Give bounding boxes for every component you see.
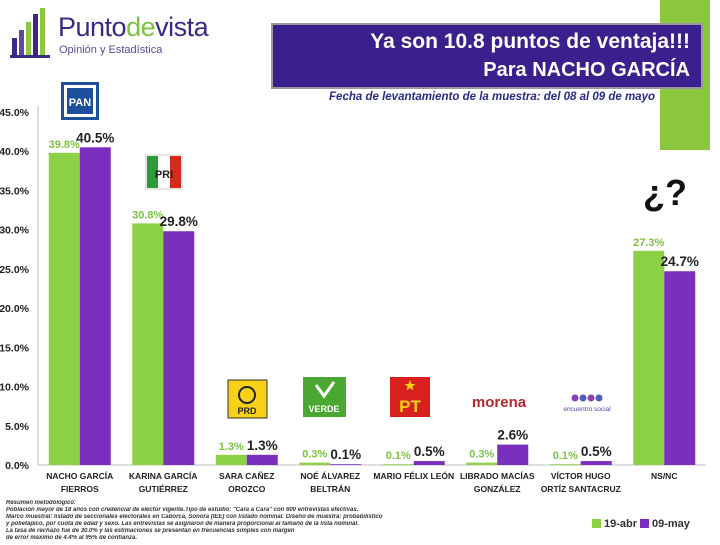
- y-tick-label: 10.0%: [0, 382, 30, 394]
- methodology-line: Resumen metodológico:: [6, 500, 77, 506]
- category-label: BELTRÁN: [310, 484, 350, 494]
- brand-logo-bars: [10, 8, 50, 58]
- methodology-line: de error máximo de 4.4% al 95% de confia…: [6, 535, 138, 541]
- legend-item-series-2: 09-may: [640, 518, 690, 530]
- survey-date: Fecha de levantamiento de la muestra: de…: [329, 91, 655, 103]
- category-label: GUTIÉRREZ: [139, 484, 188, 494]
- category-label: LIBRADO MACÍAS: [460, 471, 535, 481]
- prd-logo: PRD: [227, 379, 268, 419]
- y-tick-label: 15.0%: [0, 342, 30, 354]
- category-label: MARIO FÉLIX LEÓN: [373, 470, 454, 481]
- svg-text:morena: morena: [472, 394, 527, 411]
- svg-text:PRD: PRD: [237, 406, 257, 416]
- methodology-line: y polietápico, por cuota de edad y sexo.…: [6, 521, 359, 527]
- bar-series-2: [580, 461, 612, 465]
- bar-series-2: [413, 461, 445, 465]
- pt-logo: PT: [390, 377, 430, 417]
- bar-series-2: [246, 454, 278, 465]
- data-label: 1.3%: [247, 438, 278, 453]
- headline-banner: [271, 23, 703, 89]
- bar-series-1: [299, 462, 331, 465]
- data-label: 0.3%: [469, 449, 494, 461]
- category-label: NACHO GARCÍA: [46, 471, 113, 481]
- bar-series-2: [79, 147, 111, 466]
- category-label: OROZCO: [228, 484, 266, 494]
- data-label: 0.1%: [330, 447, 361, 462]
- data-label: 0.5%: [414, 444, 445, 459]
- bar-series-2: [330, 464, 362, 465]
- bar-series-1: [132, 223, 164, 465]
- category-label: KARINA GARCÍA: [129, 471, 198, 481]
- encuentro-social-logo: encuentro social: [563, 394, 611, 413]
- unknown-question-mark: ¿?: [643, 172, 687, 213]
- category-label: VÍCTOR HUGO: [551, 471, 611, 481]
- y-tick-label: 35.0%: [0, 185, 30, 197]
- y-tick-label: 30.0%: [0, 225, 30, 237]
- pri-logo: PRI: [145, 154, 183, 190]
- data-label: 2.6%: [497, 428, 528, 443]
- bar-series-1: [633, 250, 665, 465]
- data-label: 40.5%: [76, 130, 114, 145]
- morena-logo: morena: [472, 394, 527, 411]
- bar-series-2: [163, 231, 195, 465]
- y-tick-label: 20.0%: [0, 303, 30, 315]
- category-label: NS/NC: [651, 471, 677, 481]
- brand-name: Puntodevista: [58, 12, 209, 42]
- svg-text:PT: PT: [399, 397, 421, 416]
- legend-item-series-1: 19-abr: [592, 518, 637, 530]
- bar-series-1: [549, 464, 581, 465]
- category-label: GONZÁLEZ: [474, 484, 521, 494]
- bar-series-1: [48, 152, 80, 465]
- svg-text:PRI: PRI: [155, 169, 173, 181]
- bar-series-1: [382, 464, 414, 465]
- data-label: 30.8%: [132, 209, 163, 221]
- pan-logo: PAN: [61, 82, 99, 120]
- verde-logo: VERDE: [303, 377, 346, 417]
- headline-line-1: Ya son 10.8 puntos de ventaja!!!: [370, 30, 690, 53]
- methodology-note: Resumen metodológico: Población mayor de…: [6, 500, 576, 542]
- data-label: 1.3%: [219, 441, 244, 453]
- legend-swatch: [640, 519, 649, 528]
- bar-series-1: [466, 462, 498, 465]
- headline-line-2: Para NACHO GARCÍA: [483, 59, 690, 81]
- svg-text:encuentro social: encuentro social: [563, 406, 611, 413]
- y-tick-label: 45.0%: [0, 107, 30, 119]
- data-label: 0.1%: [553, 450, 578, 462]
- party-logos: PAN PRI PRD VERDE PT more: [61, 82, 611, 419]
- data-label: 29.8%: [160, 214, 198, 229]
- bar-series-2: [497, 444, 529, 465]
- brand-subtitle: Opinión y Estadística: [59, 44, 163, 56]
- methodology-line: Marco muestral: listado de seccionales e…: [6, 514, 383, 520]
- category-label: FIERROS: [61, 484, 99, 494]
- methodology-line: Población mayor de 18 años con credencia…: [6, 507, 359, 513]
- category-label: NOÉ ÁLVAREZ: [300, 471, 360, 481]
- data-label: 39.8%: [49, 139, 80, 151]
- data-label: 0.1%: [386, 450, 411, 462]
- y-tick-label: 25.0%: [0, 264, 30, 276]
- data-label: 0.3%: [302, 449, 327, 461]
- data-label: 24.7%: [661, 254, 699, 269]
- y-tick-label: 40.0%: [0, 146, 30, 158]
- methodology-line: La tasa de rechazo fue de 30.0% y las es…: [6, 528, 295, 534]
- y-tick-label: 0.0%: [5, 460, 30, 472]
- legend-swatch: [592, 519, 601, 528]
- bar-series-1: [215, 454, 247, 465]
- svg-text:PAN: PAN: [69, 97, 91, 109]
- category-label: ORTÍZ SANTACRUZ: [541, 484, 621, 494]
- category-label: SARA CAÑEZ: [219, 471, 274, 481]
- bar-series-2: [664, 271, 696, 465]
- y-tick-label: 5.0%: [5, 421, 30, 433]
- svg-text:VERDE: VERDE: [308, 404, 339, 414]
- data-label: 0.5%: [581, 444, 612, 459]
- data-label: 27.3%: [633, 237, 664, 249]
